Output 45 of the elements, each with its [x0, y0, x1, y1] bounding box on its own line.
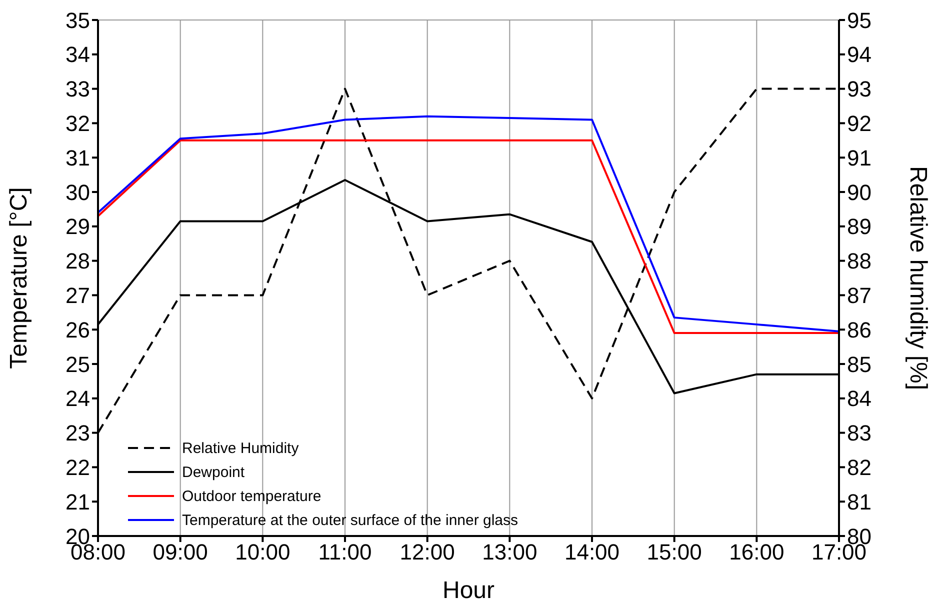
x-tick-label: 12:00 [400, 540, 455, 565]
y2-tick-label: 83 [847, 420, 872, 446]
x-axis-title: Hour [442, 577, 495, 604]
y-tick-label: 35 [66, 8, 90, 33]
legend-label: Dewpoint [182, 464, 245, 480]
y-tick-label: 24 [66, 386, 90, 412]
y-tick-label: 31 [66, 145, 90, 170]
y-tick-label: 21 [66, 489, 90, 514]
y-tick-label: 32 [66, 111, 90, 136]
legend-label: Relative Humidity [182, 440, 299, 456]
y2-tick-label: 85 [847, 352, 872, 377]
x-tick-label: 09:00 [152, 540, 208, 565]
y2-tick-label: 94 [847, 42, 872, 68]
x-tick-label: 11:00 [318, 540, 372, 565]
legend-label: Outdoor temperature [182, 488, 322, 504]
x-tick-label: 13:00 [482, 540, 538, 565]
y-tick-label: 23 [66, 420, 90, 446]
x-tick-label: 15:00 [646, 540, 702, 565]
y2-tick-label: 88 [847, 248, 872, 274]
y2-tick-label: 81 [847, 489, 872, 514]
y-tick-label: 29 [66, 214, 90, 240]
y2-tick-label: 86 [847, 317, 872, 342]
y2-tick-label: 82 [847, 455, 872, 480]
y-tick-label: 33 [66, 76, 90, 102]
y-tick-label: 30 [66, 180, 90, 205]
legend-label: Temperature at the outer surface of the inner glass [182, 512, 518, 528]
y2-tick-label: 93 [847, 76, 872, 102]
y2-tick-label: 84 [847, 386, 872, 412]
x-tick-label: 10:00 [235, 540, 290, 565]
y-tick-label: 25 [66, 352, 90, 377]
y2-axis-title: Relative humidity [%] [904, 166, 932, 390]
y2-tick-label: 91 [847, 145, 872, 170]
y2-tick-label: 87 [847, 283, 872, 308]
y-tick-label: 28 [66, 248, 90, 274]
y-axis-title: Temperature [°C] [6, 187, 33, 369]
y2-tick-label: 89 [847, 214, 872, 240]
x-tick-label: 16:00 [729, 540, 784, 565]
y2-tick-label: 92 [847, 111, 872, 136]
y-tick-label: 22 [66, 455, 90, 480]
y2-tick-label: 90 [847, 180, 872, 205]
x-tick-label: 14:00 [564, 540, 620, 565]
y2-tick-label: 95 [847, 8, 872, 33]
y-tick-label: 34 [66, 42, 90, 68]
y-tick-label: 27 [66, 283, 90, 308]
y-tick-label: 26 [66, 317, 90, 342]
